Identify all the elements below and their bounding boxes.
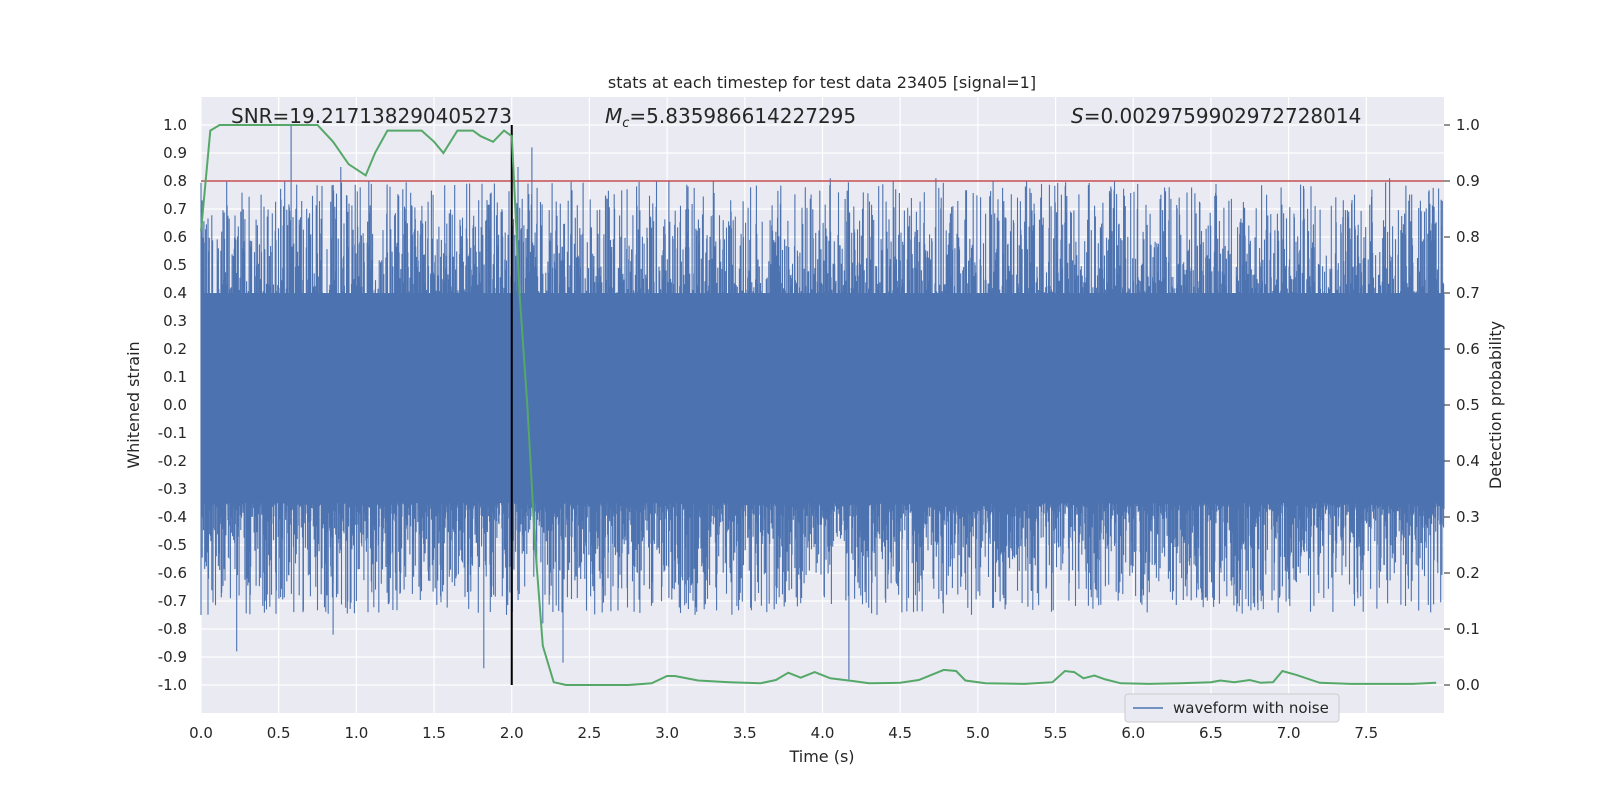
- x-tick-label: 7.0: [1277, 724, 1301, 742]
- y-left-tick-label: -0.6: [158, 564, 187, 582]
- y-left-tick-label: 0.1: [163, 368, 187, 386]
- y-left-tick-label: 0.0: [163, 396, 187, 414]
- y-left-tick-label: -0.1: [158, 424, 187, 442]
- y-left-tick-label: 0.2: [163, 340, 187, 358]
- y-right-tick-label: 0.9: [1456, 172, 1480, 190]
- chirp-mass-annotation: Mc=5.835986614227295: [605, 104, 856, 131]
- y-left-tick-label: 0.3: [163, 312, 187, 330]
- y-right-tick-label: 1.0: [1456, 116, 1480, 134]
- x-tick-label: 0.5: [267, 724, 291, 742]
- x-axis-ticks: 0.0 0.5 1.0 1.5 2.0 2.5 3.0 3.5 4.0 4.5 5.0 5.5 6.0 6…: [189, 724, 1378, 742]
- y-right-tick-label: 0.0: [1456, 676, 1480, 694]
- y-right-tick-label: 0.5: [1456, 396, 1480, 414]
- y-left-tick-label: 0.6: [163, 228, 187, 246]
- x-tick-label: 1.0: [344, 724, 368, 742]
- y-left-axis-ticks: -1.0 -0.9 -0.8 -0.7 -0.6 -0.5 -0.4 -0.3 -0.2 -0.1…: [158, 116, 187, 694]
- s-symbol: S: [1071, 104, 1084, 128]
- chart-title: stats at each timestep for test data 234…: [608, 73, 1036, 92]
- y-left-tick-label: 0.5: [163, 256, 187, 274]
- legend-box: [1124, 693, 1340, 723]
- x-tick-label: 4.5: [888, 724, 912, 742]
- y-left-tick-label: -0.4: [158, 508, 187, 526]
- x-tick-label: 4.0: [811, 724, 835, 742]
- x-tick-label: 2.5: [578, 724, 602, 742]
- x-tick-label: 6.0: [1121, 724, 1145, 742]
- x-tick-label: 5.5: [1044, 724, 1068, 742]
- y-right-tick-label: 0.6: [1456, 340, 1480, 358]
- s-value: =0.0029759902972728014: [1084, 104, 1362, 128]
- waveform-series: [200, 125, 1445, 680]
- mc-value: =5.835986614227295: [629, 104, 856, 128]
- y-left-tick-label: 1.0: [163, 116, 187, 134]
- x-tick-label: 3.0: [655, 724, 679, 742]
- x-tick-label: 0.0: [189, 724, 213, 742]
- y-left-tick-label: 0.4: [163, 284, 187, 302]
- y-left-axis-label: Whitened strain: [124, 341, 143, 468]
- y-right-axis-ticks: 0.0 0.1 0.2 0.3 0.4 0.5 0.6 0.7 0.8 0.9 1.0: [1444, 116, 1480, 694]
- x-axis-label: Time (s): [788, 747, 854, 766]
- snr-annotation: SNR=19.217138290405273: [231, 104, 512, 128]
- y-left-tick-label: -0.8: [158, 620, 187, 638]
- y-right-tick-label: 0.8: [1456, 228, 1480, 246]
- y-left-tick-label: -0.2: [158, 452, 187, 470]
- x-tick-label: 1.5: [422, 724, 446, 742]
- y-right-axis-label: Detection probability: [1486, 321, 1505, 489]
- y-left-tick-label: -0.5: [158, 536, 187, 554]
- s-annotation: S=0.0029759902972728014: [1071, 104, 1361, 128]
- y-left-tick-label: -0.9: [158, 648, 187, 666]
- y-left-tick-label: -0.3: [158, 480, 187, 498]
- legend-label: waveform with noise: [1173, 699, 1329, 717]
- x-tick-label: 2.0: [500, 724, 524, 742]
- mc-symbol: M: [605, 104, 622, 128]
- x-tick-label: 5.0: [966, 724, 990, 742]
- legend: waveform with noise: [1124, 693, 1340, 723]
- waveform-core-band: [201, 293, 1444, 461]
- y-right-tick-label: 0.2: [1456, 564, 1480, 582]
- mc-subscript: c: [622, 116, 629, 131]
- detection-probability-line: [200, 124, 1437, 686]
- y-left-tick-label: 0.8: [163, 172, 187, 190]
- y-left-tick-label: 0.9: [163, 144, 187, 162]
- y-right-tick-label: 0.1: [1456, 620, 1480, 638]
- x-tick-label: 7.5: [1354, 724, 1378, 742]
- y-left-tick-label: -0.7: [158, 592, 187, 610]
- y-right-tick-label: 0.4: [1456, 452, 1480, 470]
- x-tick-label: 3.5: [733, 724, 757, 742]
- y-right-tick-label: 0.3: [1456, 508, 1480, 526]
- y-left-tick-label: -1.0: [158, 676, 187, 694]
- x-tick-label: 6.5: [1199, 724, 1223, 742]
- y-left-tick-label: 0.7: [163, 200, 187, 218]
- y-right-tick-label: 0.7: [1456, 284, 1480, 302]
